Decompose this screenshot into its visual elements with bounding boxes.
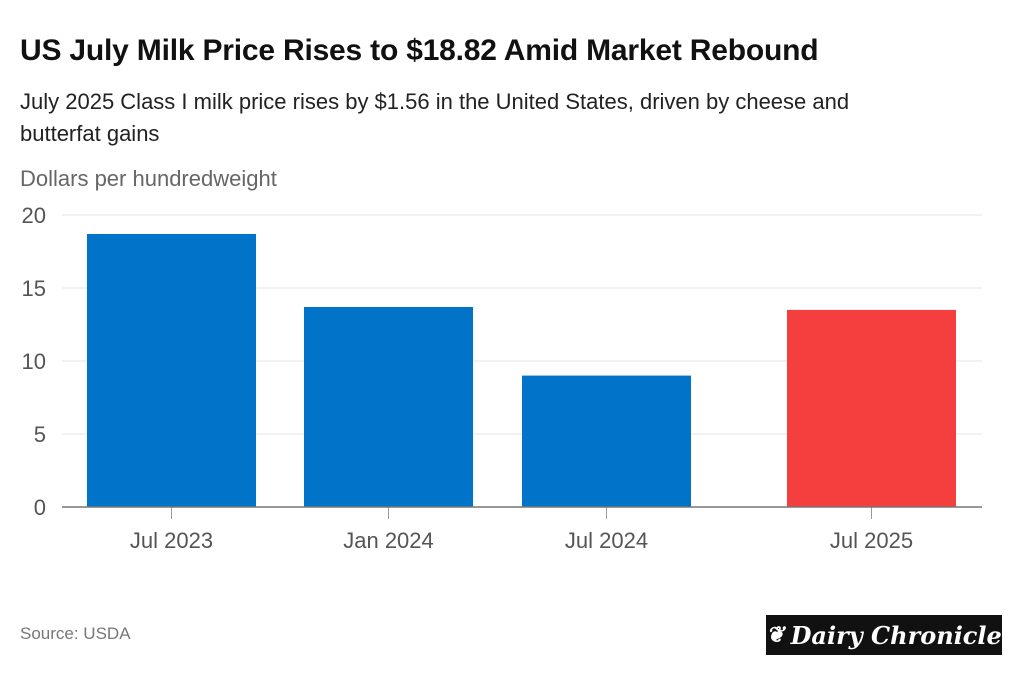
- y-tick-label: 5: [34, 422, 46, 447]
- y-tick-label: 20: [22, 203, 46, 228]
- chart-title: US July Milk Price Rises to $18.82 Amid …: [20, 34, 819, 67]
- x-tick-label: Jan 2024: [343, 528, 434, 553]
- logo-text: Dairy Chronicle: [790, 620, 1002, 650]
- x-tick-label: Jul 2023: [130, 528, 213, 553]
- x-tick-label: Jul 2024: [565, 528, 648, 553]
- logo-emblem-icon: ❦: [766, 622, 785, 648]
- y-axis-label: Dollars per hundredweight: [20, 166, 277, 191]
- bar-jul-2024: [522, 375, 691, 507]
- bar-jul-2023: [87, 233, 256, 508]
- x-tick-label: Jul 2025: [830, 528, 913, 553]
- bar-jan-2024: [304, 306, 473, 507]
- bar-jul-2025: [787, 309, 956, 507]
- source-note: Source: USDA: [20, 624, 131, 643]
- y-tick-label: 15: [22, 276, 46, 301]
- y-tick-label: 0: [34, 495, 46, 520]
- publisher-logo: ❦ Dairy Chronicle: [766, 615, 1002, 655]
- chart-subtitle: July 2025 Class I milk price rises by $1…: [20, 89, 850, 146]
- y-tick-label: 10: [22, 349, 46, 374]
